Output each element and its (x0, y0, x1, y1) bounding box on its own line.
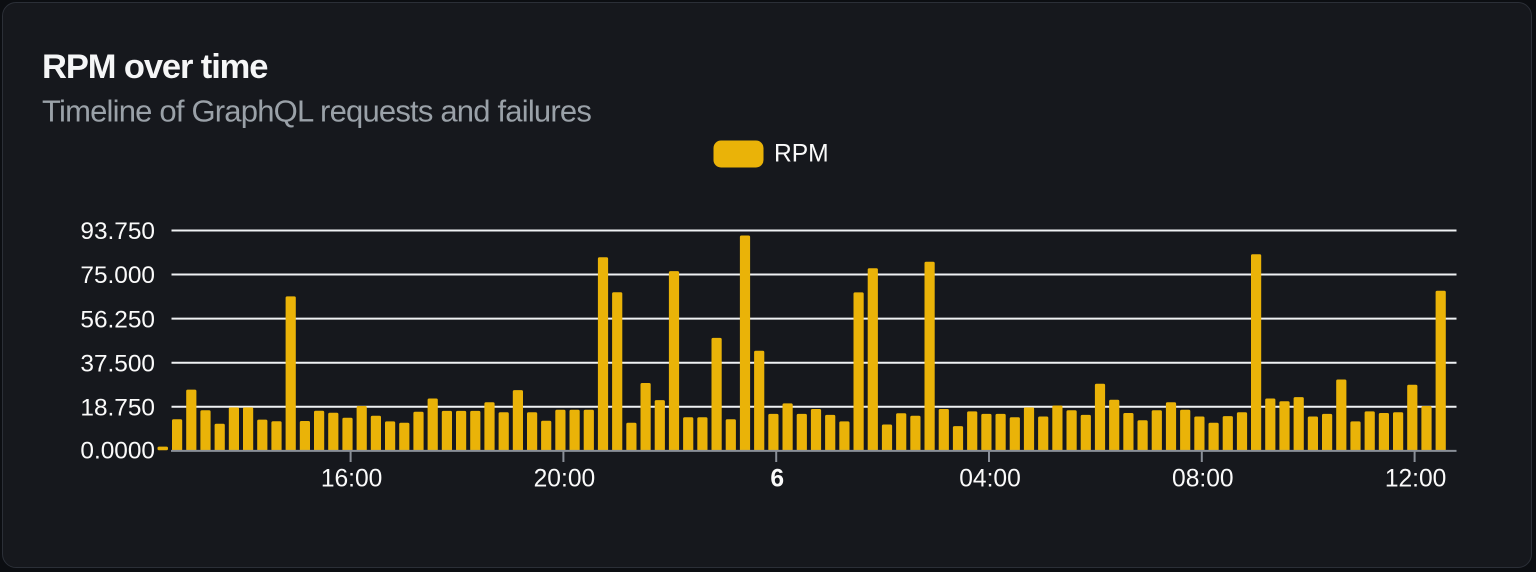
svg-text:08:00: 08:00 (1172, 465, 1234, 492)
svg-text:04:00: 04:00 (959, 465, 1021, 492)
svg-text:RPM: RPM (774, 141, 829, 168)
svg-text:6: 6 (770, 465, 784, 492)
svg-text:12:00: 12:00 (1385, 465, 1447, 492)
svg-text:Timeline of GraphQL requests a: Timeline of GraphQL requests and failure… (42, 94, 591, 129)
svg-text:RPM over time: RPM over time (42, 48, 268, 86)
svg-text:20:00: 20:00 (534, 465, 596, 492)
svg-text:75.000: 75.000 (80, 262, 155, 289)
svg-text:16:00: 16:00 (321, 465, 383, 492)
svg-text:93.750: 93.750 (80, 218, 155, 245)
svg-text:18.750: 18.750 (80, 394, 155, 421)
svg-text:56.250: 56.250 (80, 306, 155, 333)
svg-text:0.0000: 0.0000 (80, 438, 155, 465)
svg-text:37.500: 37.500 (80, 350, 155, 377)
